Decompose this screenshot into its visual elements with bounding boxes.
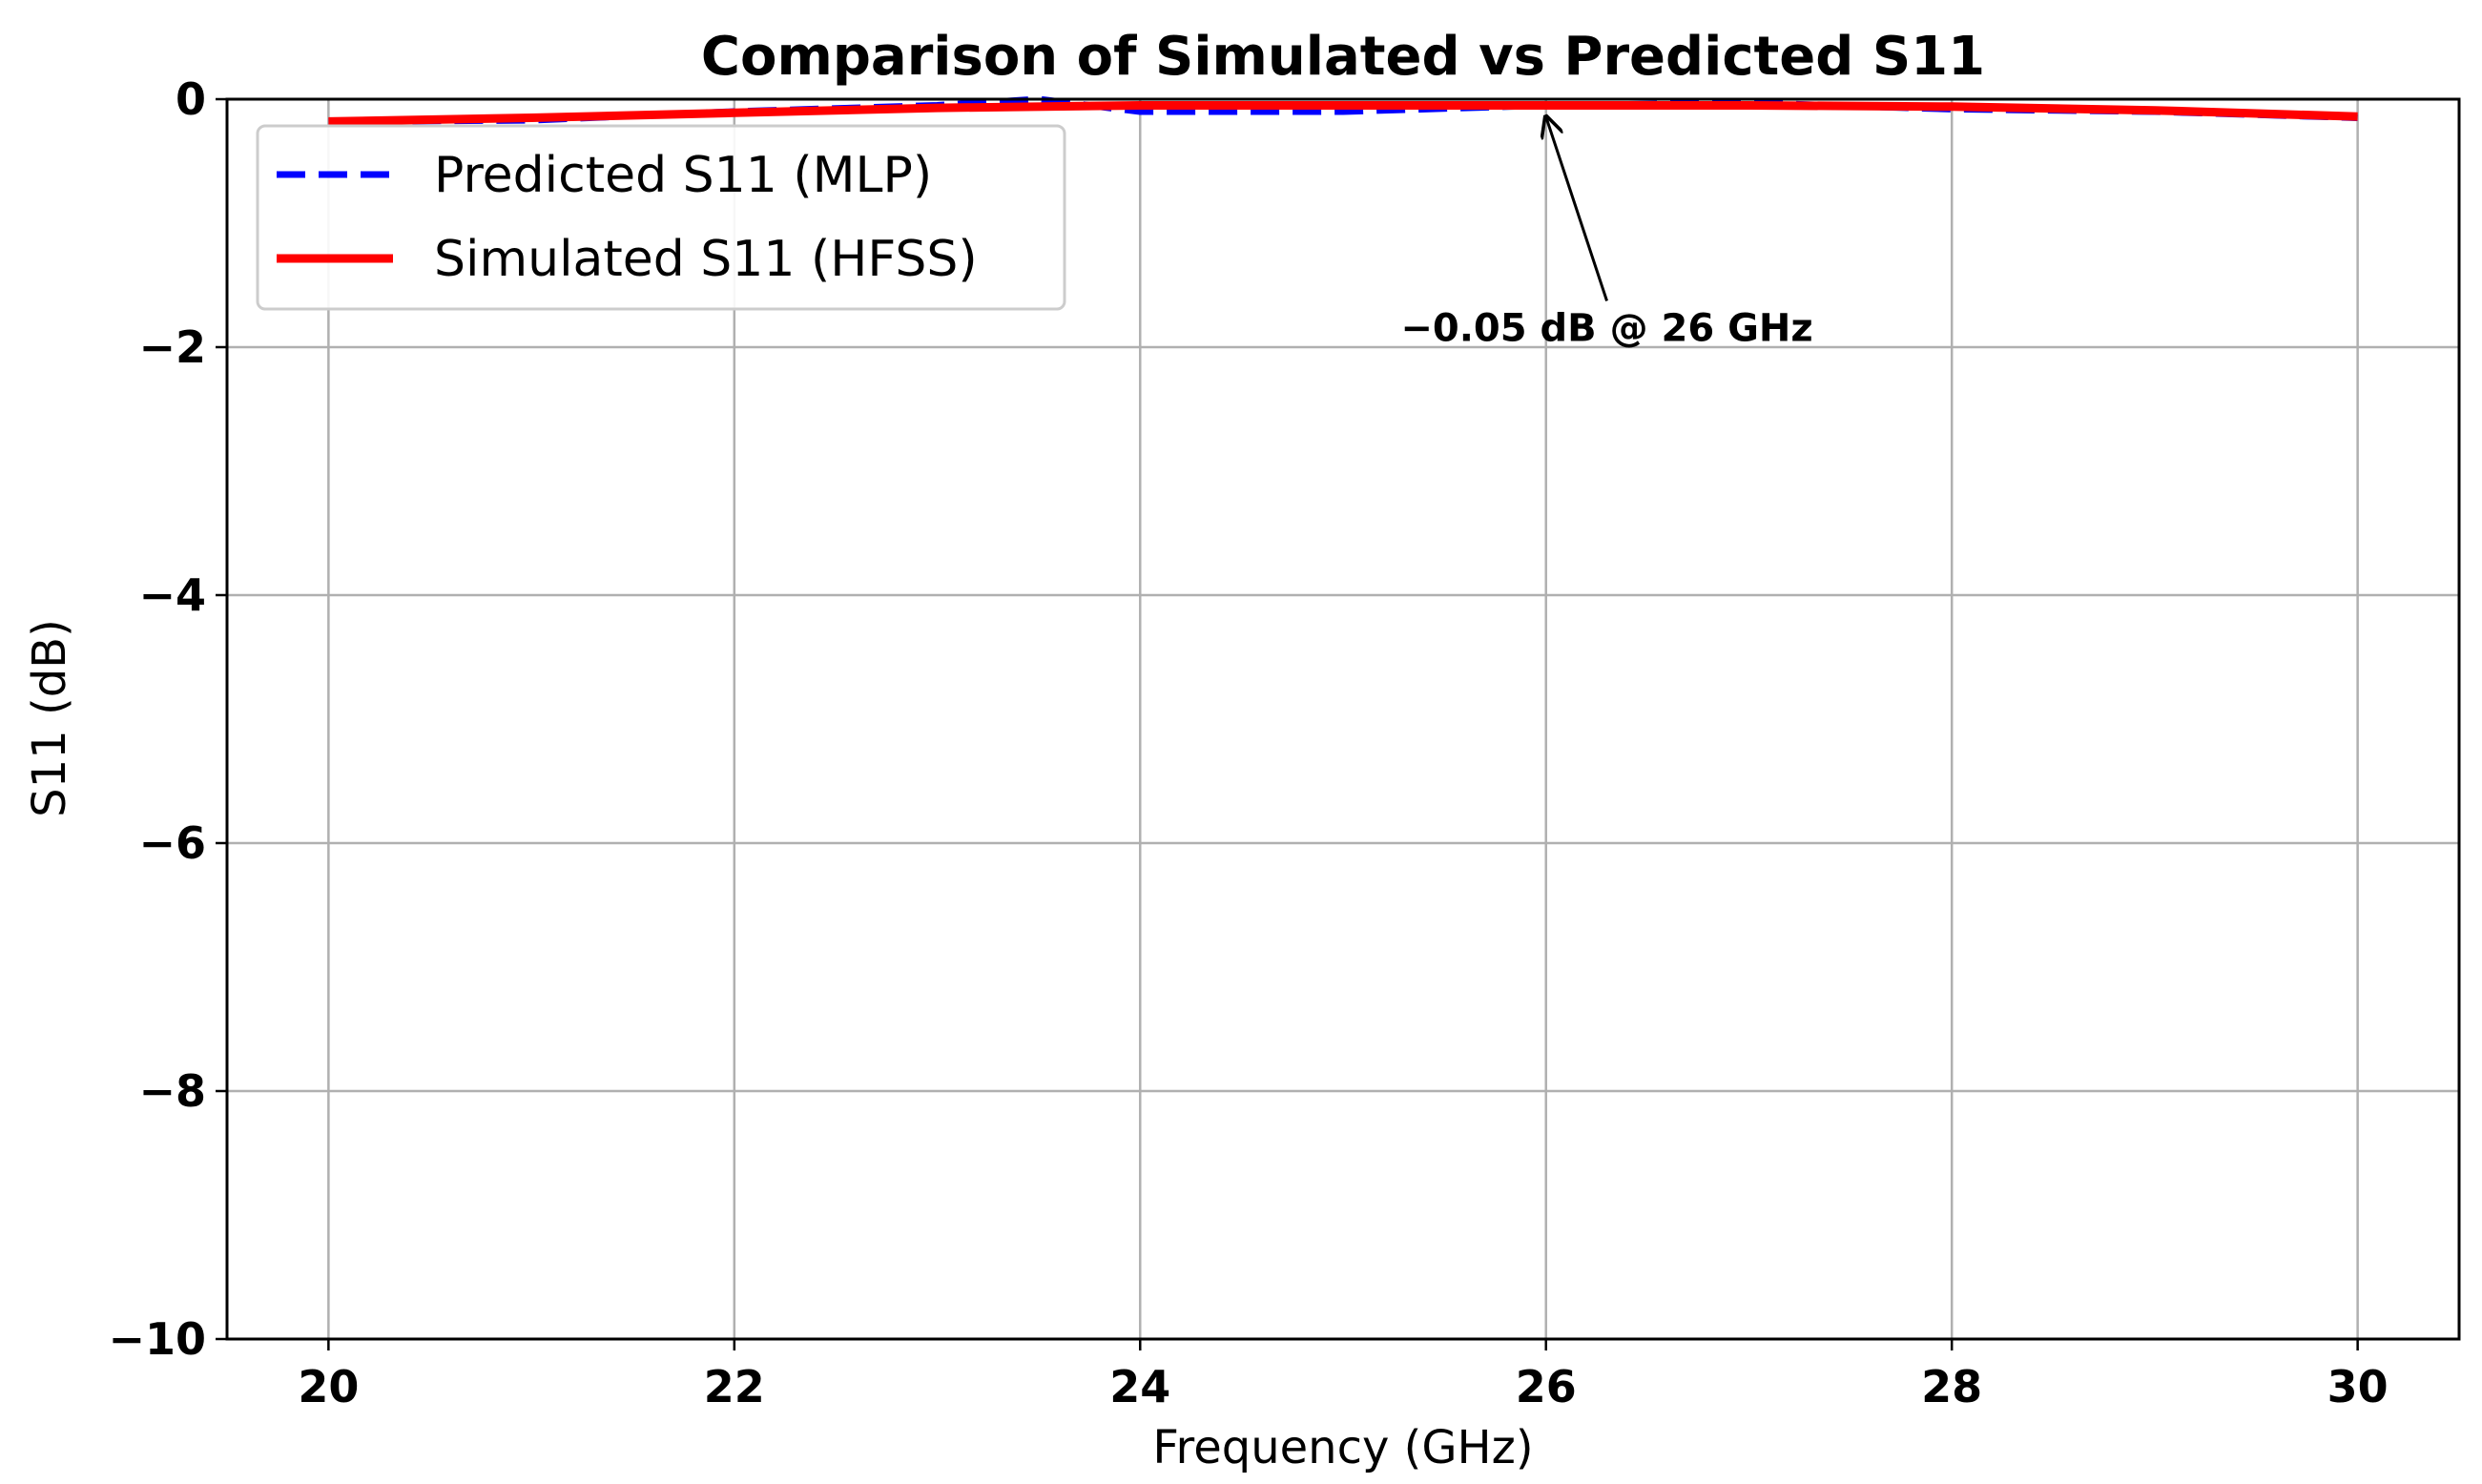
legend: Predicted S11 (MLP) Simulated S11 (HFSS)	[256, 124, 1066, 311]
x-tick-label: 20	[298, 1361, 359, 1412]
y-tick-label: −4	[138, 569, 206, 621]
chart-title: Comparison of Simulated vs Predicted S11	[701, 26, 1985, 88]
x-tick-label: 24	[1109, 1361, 1170, 1412]
x-axis-label: Frequency (GHz)	[1152, 1421, 1533, 1474]
y-axis-label: S11 (dB)	[23, 619, 76, 817]
series-layer	[328, 95, 2358, 126]
legend-label: Predicted S11 (MLP)	[434, 147, 932, 204]
series-line-simulated	[328, 101, 2358, 126]
y-tick-label: −10	[108, 1313, 206, 1365]
x-tick-label: 28	[1921, 1361, 1982, 1412]
x-tick-label: 26	[1516, 1361, 1577, 1412]
plot-frame	[225, 97, 2461, 1341]
y-tick-label: −6	[138, 817, 206, 869]
x-tick-label: 30	[2327, 1361, 2389, 1412]
x-tick-label: 22	[704, 1361, 765, 1412]
y-tick-label: −2	[138, 321, 206, 373]
annotation-layer: −0.05 dB @ 26 GHz	[1400, 117, 1813, 351]
annotation-text: −0.05 dB @ 26 GHz	[1400, 307, 1812, 351]
y-tick-label: 0	[176, 73, 206, 125]
ticks: 20 22 24 26 28 30 0 −2 −4 −6 −8 −10	[108, 73, 2388, 1412]
legend-box	[256, 124, 1066, 311]
annotation-arrow	[1546, 117, 1608, 301]
y-tick-label: −8	[138, 1065, 206, 1117]
legend-label: Simulated S11 (HFSS)	[434, 231, 978, 288]
